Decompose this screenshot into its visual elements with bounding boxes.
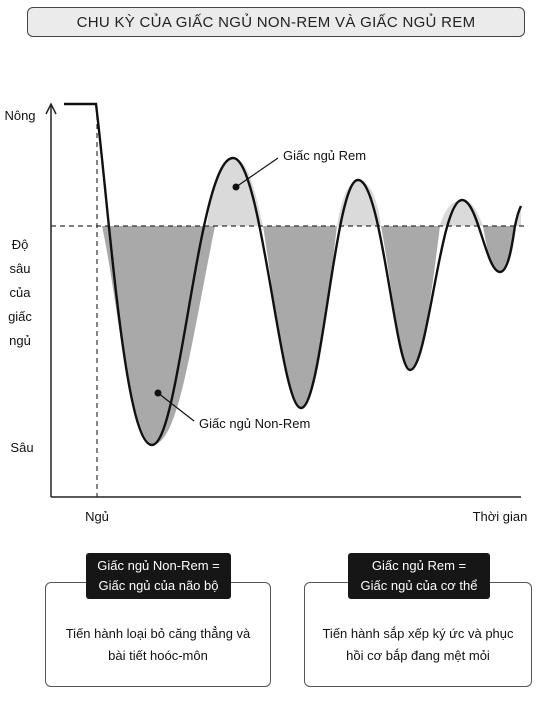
rem-callout-line	[235, 157, 279, 188]
rem-badge-line-1: Giấc ngủ Rem =	[371, 558, 467, 573]
nonrem-badge-line-2: Giấc ngủ của não bộ	[98, 578, 219, 593]
nonrem-area	[99, 226, 515, 445]
y-axis-top-label: Nông	[4, 108, 35, 123]
y-axis-title-line-4: giấc	[8, 309, 32, 324]
y-axis-title-line-3: của	[10, 285, 32, 300]
nonrem-description-line-2: bài tiết hoóc-môn	[108, 648, 208, 663]
y-axis-title-line-1: Độ	[12, 237, 29, 252]
y-axis-title-line-5: ngủ	[9, 333, 31, 348]
y-axis-arrow	[45, 102, 57, 115]
y-axis-title-line-2: sâu	[10, 261, 31, 276]
rem-description-line-2: hồi cơ bắp đang mệt mỏi	[346, 648, 490, 663]
rem-description: Tiến hành sắp xếp ký ức và phục hồi cơ b…	[305, 623, 531, 667]
rem-callout-dot	[232, 183, 240, 191]
nonrem-description: Tiến hành loại bỏ căng thẳng và bài tiết…	[46, 623, 270, 667]
x-axis-start-label: Ngủ	[85, 509, 109, 524]
rem-badge: Giấc ngủ Rem = Giấc ngủ của cơ thể	[348, 553, 490, 599]
rem-badge-line-2: Giấc ngủ của cơ thể	[360, 578, 478, 593]
y-axis-bottom-label: Sâu	[10, 440, 33, 455]
nonrem-badge: Giấc ngủ Non-Rem = Giấc ngủ của não bộ	[86, 553, 231, 599]
rem-callout-label: Giấc ngủ Rem	[283, 148, 366, 163]
rem-area	[207, 158, 521, 226]
nonrem-badge-line-1: Giấc ngủ Non-Rem =	[97, 558, 220, 573]
sleep-depth-curve	[64, 102, 523, 447]
nonrem-info-box: Tiến hành loại bỏ căng thẳng và bài tiết…	[45, 582, 271, 687]
nonrem-description-line-1: Tiến hành loại bỏ căng thẳng và	[65, 626, 251, 641]
nonrem-callout-line	[157, 392, 195, 422]
diagram-title: CHU KỲ CỦA GIẤC NGỦ NON-REM VÀ GIẤC NGỦ …	[27, 7, 525, 37]
nonrem-callout-dot	[154, 389, 162, 397]
rem-description-line-1: Tiến hành sắp xếp ký ức và phục	[322, 626, 514, 641]
x-axis-end-label: Thời gian	[473, 509, 528, 524]
nonrem-callout-label: Giấc ngủ Non-Rem	[199, 416, 310, 431]
sleep-cycle-diagram: Giấc ngủ Rem Giấc ngủ Non-Rem Nông Độ sâ…	[4, 102, 528, 524]
